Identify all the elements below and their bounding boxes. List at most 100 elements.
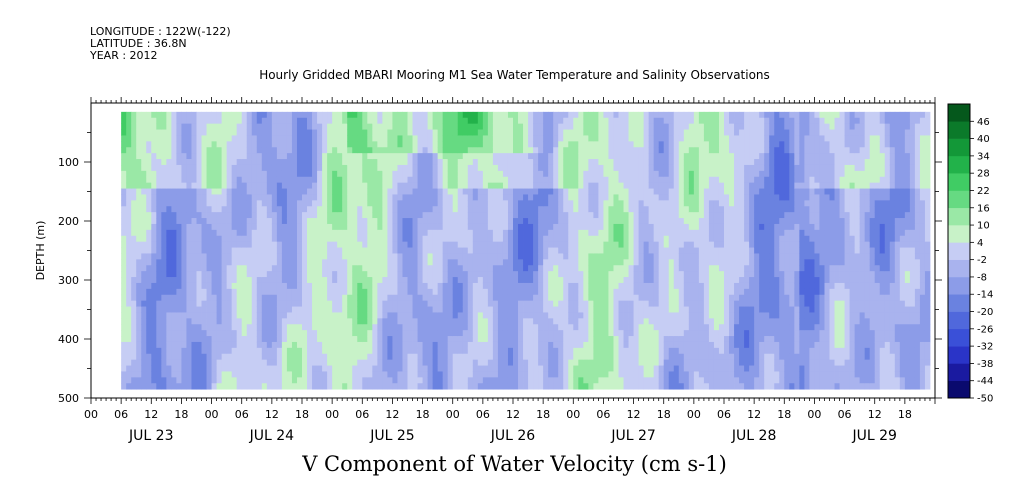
heatmap-cell bbox=[216, 206, 223, 213]
heatmap-cell bbox=[518, 383, 524, 390]
heatmap-cell bbox=[598, 318, 604, 325]
heatmap-cell bbox=[312, 194, 318, 201]
heatmap-cell bbox=[201, 223, 207, 231]
heatmap-cell bbox=[196, 223, 202, 231]
heatmap-cell bbox=[312, 159, 318, 166]
heatmap-cell bbox=[507, 241, 514, 248]
heatmap-cell bbox=[161, 294, 167, 302]
heatmap-cell bbox=[588, 371, 594, 378]
heatmap-cell bbox=[176, 212, 182, 219]
heatmap-cell bbox=[502, 324, 509, 331]
heatmap-cell bbox=[427, 253, 434, 260]
heatmap-cell bbox=[553, 194, 559, 201]
heatmap-cell bbox=[402, 135, 408, 142]
heatmap-cell bbox=[573, 153, 579, 160]
heatmap-cell bbox=[618, 318, 624, 325]
heatmap-cell bbox=[598, 324, 604, 331]
heatmap-cell bbox=[533, 253, 539, 260]
heatmap-cell bbox=[492, 306, 499, 313]
heatmap-cell bbox=[502, 294, 509, 302]
heatmap-cell bbox=[513, 206, 519, 213]
heatmap-cell bbox=[382, 135, 388, 142]
heatmap-cell bbox=[593, 153, 599, 160]
heatmap-cell bbox=[548, 235, 554, 243]
heatmap-cell bbox=[322, 265, 328, 272]
heatmap-cell bbox=[382, 336, 388, 343]
heatmap-cell bbox=[271, 129, 278, 136]
heatmap-cell bbox=[387, 206, 393, 213]
heatmap-cell bbox=[372, 347, 378, 355]
heatmap-cell bbox=[226, 312, 233, 319]
heatmap-cell bbox=[141, 330, 147, 337]
heatmap-cell bbox=[136, 253, 142, 260]
heatmap-cell bbox=[291, 159, 298, 166]
heatmap-cell bbox=[307, 235, 313, 243]
heatmap-cell bbox=[317, 176, 323, 184]
heatmap-cell bbox=[472, 159, 479, 166]
heatmap-cell bbox=[347, 235, 353, 243]
heatmap-cell bbox=[332, 129, 338, 136]
heatmap-cell bbox=[452, 247, 459, 254]
heatmap-cell bbox=[568, 170, 574, 178]
heatmap-cell bbox=[126, 194, 132, 201]
heatmap-cell bbox=[281, 277, 288, 284]
heatmap-cell bbox=[367, 129, 373, 136]
heatmap-cell bbox=[186, 200, 192, 207]
heatmap-cell bbox=[578, 135, 584, 142]
heatmap-cell bbox=[362, 247, 368, 254]
heatmap-cell bbox=[387, 318, 393, 325]
heatmap-cell bbox=[497, 123, 504, 130]
heatmap-cell bbox=[211, 229, 217, 237]
heatmap-cell bbox=[477, 318, 484, 325]
heatmap-cell bbox=[518, 294, 524, 302]
heatmap-cell bbox=[276, 218, 283, 225]
heatmap-cell bbox=[467, 223, 474, 231]
heatmap-cell bbox=[231, 229, 238, 237]
heatmap-cell bbox=[136, 353, 142, 361]
heatmap-cell bbox=[256, 365, 263, 372]
heatmap-cell bbox=[397, 259, 403, 266]
heatmap-cell bbox=[477, 277, 484, 284]
heatmap-cell bbox=[417, 277, 423, 284]
heatmap-cell bbox=[593, 253, 599, 260]
heatmap-cell bbox=[563, 129, 569, 136]
heatmap-cell bbox=[251, 271, 258, 278]
heatmap-cell bbox=[302, 294, 308, 302]
heatmap-cell bbox=[422, 129, 428, 136]
heatmap-cell bbox=[362, 135, 368, 142]
heatmap-cell bbox=[322, 241, 328, 248]
heatmap-cell bbox=[241, 188, 248, 195]
heatmap-cell bbox=[302, 347, 308, 355]
heatmap-cell bbox=[151, 253, 157, 260]
heatmap-cell bbox=[623, 218, 629, 225]
heatmap-cell bbox=[528, 200, 534, 207]
heatmap-cell bbox=[447, 241, 454, 248]
heatmap-cell bbox=[608, 383, 614, 390]
heatmap-cell bbox=[417, 371, 423, 378]
heatmap-cell bbox=[226, 206, 233, 213]
heatmap-cell bbox=[181, 182, 187, 189]
heatmap-cell bbox=[648, 153, 655, 160]
heatmap-cell bbox=[332, 212, 338, 219]
heatmap-cell bbox=[643, 218, 650, 225]
heatmap-cell bbox=[578, 111, 584, 119]
heatmap-cell bbox=[588, 241, 594, 248]
heatmap-cell bbox=[492, 218, 499, 225]
heatmap-cell bbox=[372, 365, 378, 372]
heatmap-cell bbox=[362, 259, 368, 266]
heatmap-cell bbox=[171, 218, 177, 225]
heatmap-cell bbox=[457, 336, 464, 343]
heatmap-cell bbox=[352, 377, 358, 384]
heatmap-cell bbox=[397, 117, 403, 125]
heatmap-cell bbox=[281, 306, 288, 313]
heatmap-cell bbox=[121, 359, 127, 366]
heatmap-cell bbox=[251, 306, 258, 313]
heatmap-cell bbox=[643, 123, 650, 130]
heatmap-cell bbox=[307, 200, 313, 207]
heatmap-cell bbox=[352, 253, 358, 260]
heatmap-cell bbox=[156, 247, 162, 254]
heatmap-cell bbox=[603, 206, 609, 213]
heatmap-cell bbox=[538, 318, 544, 325]
heatmap-cell bbox=[372, 318, 378, 325]
heatmap-cell bbox=[286, 241, 293, 248]
